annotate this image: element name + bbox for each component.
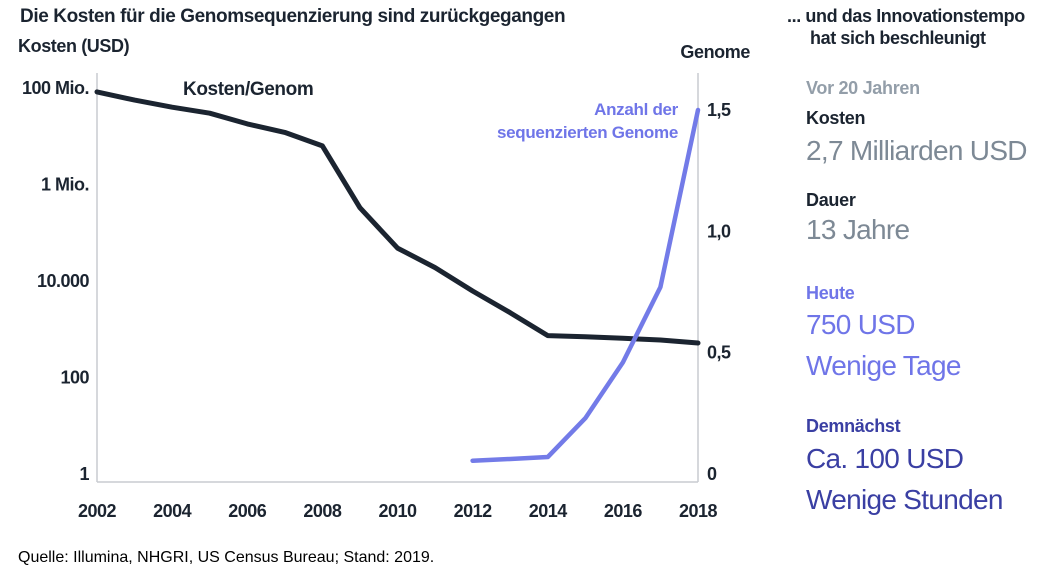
line-chart: 2002 2004 2006 2008 2010 2012 2014 2016 2018 100 … [22, 73, 732, 521]
right-axis-title: Genome [680, 42, 750, 62]
kosten-value: 2,7 Milliarden USD [806, 135, 1028, 166]
sidebar-title-line2: hat sich beschleunigt [810, 28, 986, 48]
source-note: Quelle: Illumina, NHGRI, US Census Burea… [18, 549, 435, 566]
genome-line-label-line2: sequenzierten Genome [496, 123, 678, 142]
x-tick-label: 2008 [303, 501, 342, 521]
y-right-tick-label: 0,5 [707, 343, 731, 363]
sidebar-title-line1: ... und das Innovationstempo [787, 6, 1025, 26]
section-heading-heute: Heute [806, 283, 855, 303]
y-right-tick-label: 1,0 [707, 221, 731, 241]
kosten-label: Kosten [806, 108, 866, 128]
demnaechst-duration-value: Wenige Stunden [806, 484, 1003, 515]
sidebar: ... und das Innovationstempo hat sich be… [786, 0, 1052, 582]
heute-cost-value: 750 USD [806, 309, 915, 340]
dauer-label: Dauer [806, 190, 856, 210]
y-left-tick-label: 1 Mio. [41, 175, 89, 195]
y-left-tick-label: 100 Mio. [22, 78, 89, 98]
section-heading-vor-20-jahren: Vor 20 Jahren [806, 78, 920, 98]
left-axis-title: Kosten (USD) [18, 36, 130, 56]
heute-duration-value: Wenige Tage [806, 350, 961, 381]
section-heading-demnaechst: Demnächst [806, 416, 901, 436]
chart-title: Die Kosten für die Genomsequenzierung si… [20, 6, 566, 27]
x-tick-label: 2018 [679, 501, 718, 521]
y-right-tick-label: 0 [707, 464, 717, 484]
x-tick-label: 2010 [378, 501, 417, 521]
x-tick-label: 2014 [529, 501, 568, 521]
sequenced-genomes-line [470, 107, 701, 463]
x-tick-label: 2002 [78, 501, 117, 521]
y-left-tick-label: 1 [79, 464, 89, 484]
dauer-value: 13 Jahre [806, 214, 910, 245]
cost-per-genome-line [94, 89, 701, 346]
cost-line-label: Kosten/Genom [183, 79, 314, 100]
x-tick-label: 2004 [153, 501, 192, 521]
y-left-tick-label: 10.000 [37, 271, 90, 291]
x-tick-label: 2012 [454, 501, 493, 521]
y-left-tick-label: 100 [60, 368, 89, 388]
x-tick-label: 2016 [604, 501, 643, 521]
genome-line-label-line1: Anzahl der [594, 100, 678, 119]
y-right-tick-label: 1,5 [707, 100, 731, 120]
demnaechst-cost-value: Ca. 100 USD [806, 443, 964, 474]
genome-line-label: Anzahl der sequenzierten Genome [438, 98, 678, 144]
x-tick-label: 2006 [228, 501, 267, 521]
